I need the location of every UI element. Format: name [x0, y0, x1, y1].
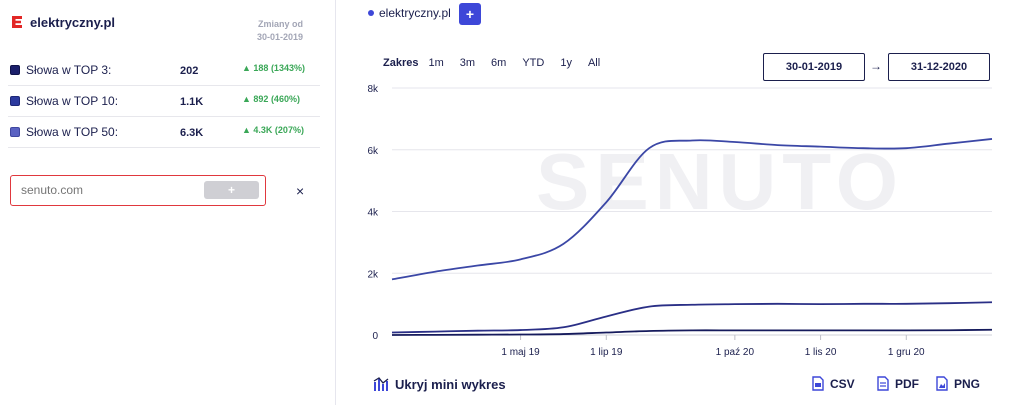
close-icon[interactable]: × [296, 183, 305, 199]
export-png-button[interactable]: PNG [936, 376, 980, 391]
x-tick-label: 1 gru 20 [888, 347, 925, 358]
csv-file-icon [812, 376, 824, 391]
stat-value: 1.1K [180, 96, 204, 108]
range-option-ytd[interactable]: YTD [522, 57, 545, 69]
y-tick-label: 4k [367, 208, 379, 219]
hide-mini-chart-label: Ukryj mini wykres [395, 376, 506, 392]
stat-label: Słowa w TOP 50: [26, 125, 119, 139]
stat-row-top10: Słowa w TOP 10: 1.1K ▲ 892 (460%) [8, 86, 320, 117]
stat-change-text: 892 (460%) [253, 94, 300, 104]
x-tick-label: 1 lip 19 [590, 347, 623, 358]
arrow-right-icon: → [870, 59, 882, 73]
range-option-all[interactable]: All [587, 57, 601, 69]
range-option-1y[interactable]: 1y [560, 57, 572, 69]
y-tick-label: 6k [367, 146, 379, 157]
date-from-input[interactable]: 30-01-2019 [763, 53, 865, 81]
y-tick-label: 2k [367, 269, 379, 280]
stat-value: 6.3K [180, 127, 204, 139]
series-color-swatch [10, 96, 20, 106]
series-line-top50[interactable] [391, 138, 993, 281]
series-line-top10[interactable] [391, 301, 993, 334]
legend-domain-label: elektryczny.pl [379, 6, 451, 20]
stat-value: 202 [180, 65, 199, 77]
x-tick-label: 1 lis 20 [805, 347, 837, 358]
add-competitor-button[interactable]: + [204, 181, 259, 199]
competitor-domain-input[interactable] [19, 182, 193, 198]
stat-change-text: 188 (1343%) [253, 63, 305, 73]
stat-label: Słowa w TOP 3: [26, 63, 112, 77]
export-pdf-button[interactable]: PDF [877, 376, 919, 391]
png-file-icon [936, 376, 948, 391]
range-selector: Zakres 1m 3m 6m YTD 1y All [383, 57, 616, 69]
y-tick-label: 8k [367, 84, 379, 95]
stat-row-top50: Słowa w TOP 50: 6.3K ▲ 4.3K (207%) [8, 117, 320, 148]
range-option-1m[interactable]: 1m [428, 57, 444, 69]
stat-change: ▲ 892 (460%) [242, 94, 300, 104]
pdf-file-icon [877, 376, 889, 391]
series-color-swatch [10, 65, 20, 75]
changes-since: Zmiany od 30-01-2019 [257, 18, 303, 44]
elektryczny-logo-icon [12, 16, 22, 28]
stat-change-text: 4.3K (207%) [253, 125, 304, 135]
site-name: elektryczny.pl [30, 14, 116, 30]
keyword-stats: Słowa w TOP 3: 202 ▲ 188 (1343%) Słowa w… [8, 55, 320, 148]
export-csv-button[interactable]: CSV [812, 376, 855, 391]
changes-label: Zmiany od [257, 19, 303, 29]
chart-legend-domain[interactable]: elektryczny.pl [368, 6, 451, 20]
stat-change: ▲ 188 (1343%) [242, 63, 305, 73]
changes-date: 30-01-2019 [256, 32, 303, 42]
add-domain-button[interactable]: + [459, 3, 481, 25]
bar-chart-icon [373, 377, 389, 391]
keywords-chart: 0 2k 4k 6k 8k 1 maj 19 1 lip 19 1 paź 20 1 lis 2… [367, 84, 993, 358]
hide-mini-chart-toggle[interactable]: Ukryj mini wykres [373, 376, 506, 392]
range-option-6m[interactable]: 6m [491, 57, 507, 69]
series-line-top3[interactable] [391, 328, 993, 336]
export-png-label: PNG [954, 376, 981, 391]
date-to-input[interactable]: 31-12-2020 [888, 53, 990, 81]
stat-change: ▲ 4.3K (207%) [242, 125, 304, 135]
left-panel: elektryczny.pl Zmiany od 30-01-2019 Słow… [0, 0, 336, 405]
site-header: elektryczny.pl [10, 14, 115, 30]
x-tick-label: 1 maj 19 [501, 347, 540, 358]
export-csv-label: CSV [830, 376, 855, 391]
x-tick-label: 1 paź 20 [716, 347, 755, 358]
range-title: Zakres [383, 57, 419, 69]
stat-row-top3: Słowa w TOP 3: 202 ▲ 188 (1343%) [8, 55, 320, 86]
stat-label: Słowa w TOP 10: [26, 94, 119, 108]
range-option-3m[interactable]: 3m [459, 57, 476, 69]
export-pdf-label: PDF [895, 376, 919, 391]
y-tick-label: 0 [372, 331, 378, 342]
series-color-swatch [10, 127, 20, 137]
add-competitor-box: + [10, 175, 266, 206]
legend-dot-icon [368, 10, 374, 16]
